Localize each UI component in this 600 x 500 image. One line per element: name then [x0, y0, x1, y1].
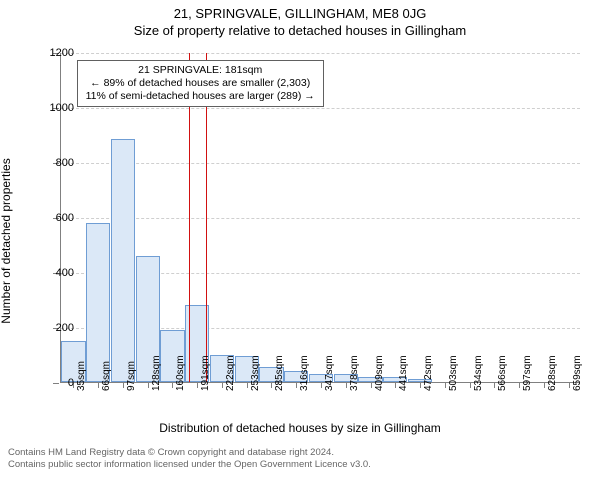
- x-tick: [371, 382, 372, 388]
- annotation-line-3: 11% of semi-detached houses are larger (…: [86, 90, 315, 103]
- x-tick-label: 659sqm: [572, 355, 583, 391]
- y-tick-label: 0: [34, 377, 74, 389]
- histogram-bar: [111, 139, 135, 382]
- x-tick-label: 534sqm: [473, 355, 484, 391]
- x-tick-label: 285sqm: [274, 355, 285, 391]
- x-tick: [420, 382, 421, 388]
- annotation-line-1: 21 SPRINGVALE: 181sqm: [86, 64, 315, 77]
- footer-line-2: Contains public sector information licen…: [8, 459, 592, 471]
- x-tick: [197, 382, 198, 388]
- x-tick-label: 160sqm: [175, 355, 186, 391]
- plot-region: 21 SPRINGVALE: 181sqm ← 89% of detached …: [60, 53, 580, 383]
- title-sub: Size of property relative to detached ho…: [0, 23, 600, 38]
- x-tick: [445, 382, 446, 388]
- x-tick: [395, 382, 396, 388]
- x-tick-label: 128sqm: [151, 355, 162, 391]
- gridline: [61, 108, 580, 109]
- x-tick-label: 409sqm: [374, 355, 385, 391]
- x-tick: [172, 382, 173, 388]
- gridline: [61, 53, 580, 54]
- histogram-bar: [86, 223, 110, 383]
- x-tick: [494, 382, 495, 388]
- x-tick-label: 316sqm: [299, 355, 310, 391]
- chart-titles: 21, SPRINGVALE, GILLINGHAM, ME8 0JG Size…: [0, 6, 600, 38]
- attribution-footer: Contains HM Land Registry data © Crown c…: [0, 443, 600, 472]
- y-tick-label: 1000: [34, 102, 74, 114]
- annotation-box: 21 SPRINGVALE: 181sqm ← 89% of detached …: [77, 60, 324, 107]
- gridline: [61, 163, 580, 164]
- x-tick-label: 347sqm: [324, 355, 335, 391]
- footer-line-1: Contains HM Land Registry data © Crown c…: [8, 447, 592, 459]
- x-tick-label: 66sqm: [101, 361, 112, 391]
- y-axis-label: Number of detached properties: [0, 158, 13, 323]
- x-tick: [247, 382, 248, 388]
- x-tick-label: 597sqm: [522, 355, 533, 391]
- x-tick: [321, 382, 322, 388]
- x-tick-label: 628sqm: [547, 355, 558, 391]
- x-tick-label: 378sqm: [349, 355, 360, 391]
- x-tick-label: 566sqm: [497, 355, 508, 391]
- x-tick-label: 441sqm: [398, 355, 409, 391]
- x-tick: [519, 382, 520, 388]
- x-tick: [296, 382, 297, 388]
- x-tick-label: 35sqm: [76, 361, 87, 391]
- y-tick-label: 800: [34, 157, 74, 169]
- y-tick-label: 200: [34, 322, 74, 334]
- y-tick-label: 400: [34, 267, 74, 279]
- x-tick: [544, 382, 545, 388]
- x-tick: [148, 382, 149, 388]
- x-tick: [346, 382, 347, 388]
- x-tick: [470, 382, 471, 388]
- x-tick-label: 472sqm: [423, 355, 434, 391]
- x-tick-label: 503sqm: [448, 355, 459, 391]
- x-tick: [222, 382, 223, 388]
- x-tick-label: 191sqm: [200, 355, 211, 391]
- y-tick-label: 1200: [34, 47, 74, 59]
- x-tick-label: 253sqm: [250, 355, 261, 391]
- title-main: 21, SPRINGVALE, GILLINGHAM, ME8 0JG: [0, 6, 600, 21]
- x-tick-label: 222sqm: [225, 355, 236, 391]
- x-axis-label: Distribution of detached houses by size …: [0, 421, 600, 435]
- gridline: [61, 218, 580, 219]
- x-tick: [123, 382, 124, 388]
- x-tick: [98, 382, 99, 388]
- y-tick-label: 600: [34, 212, 74, 224]
- x-tick: [271, 382, 272, 388]
- annotation-line-2: ← 89% of detached houses are smaller (2,…: [86, 77, 315, 90]
- x-tick: [569, 382, 570, 388]
- chart-area: Number of detached properties 21 SPRINGV…: [0, 38, 600, 443]
- x-tick-label: 97sqm: [126, 361, 137, 391]
